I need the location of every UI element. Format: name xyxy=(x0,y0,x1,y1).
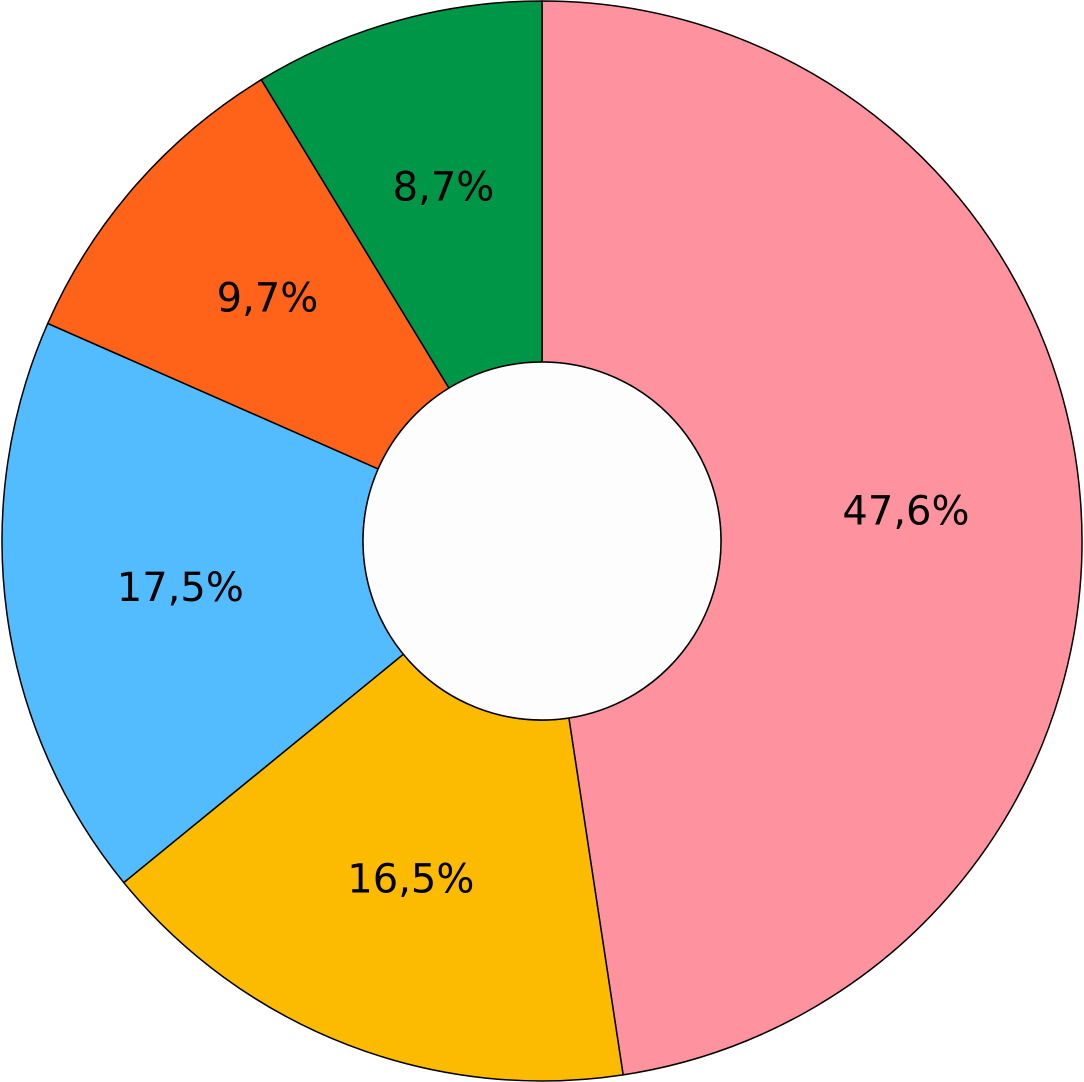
donut-hole xyxy=(362,361,722,721)
slice-label: 9,7% xyxy=(217,275,319,321)
slice-label: 17,5% xyxy=(117,565,244,611)
slice-label: 47,6% xyxy=(842,489,969,535)
slice-label: 16,5% xyxy=(347,857,474,903)
slice-label: 8,7% xyxy=(393,165,495,211)
